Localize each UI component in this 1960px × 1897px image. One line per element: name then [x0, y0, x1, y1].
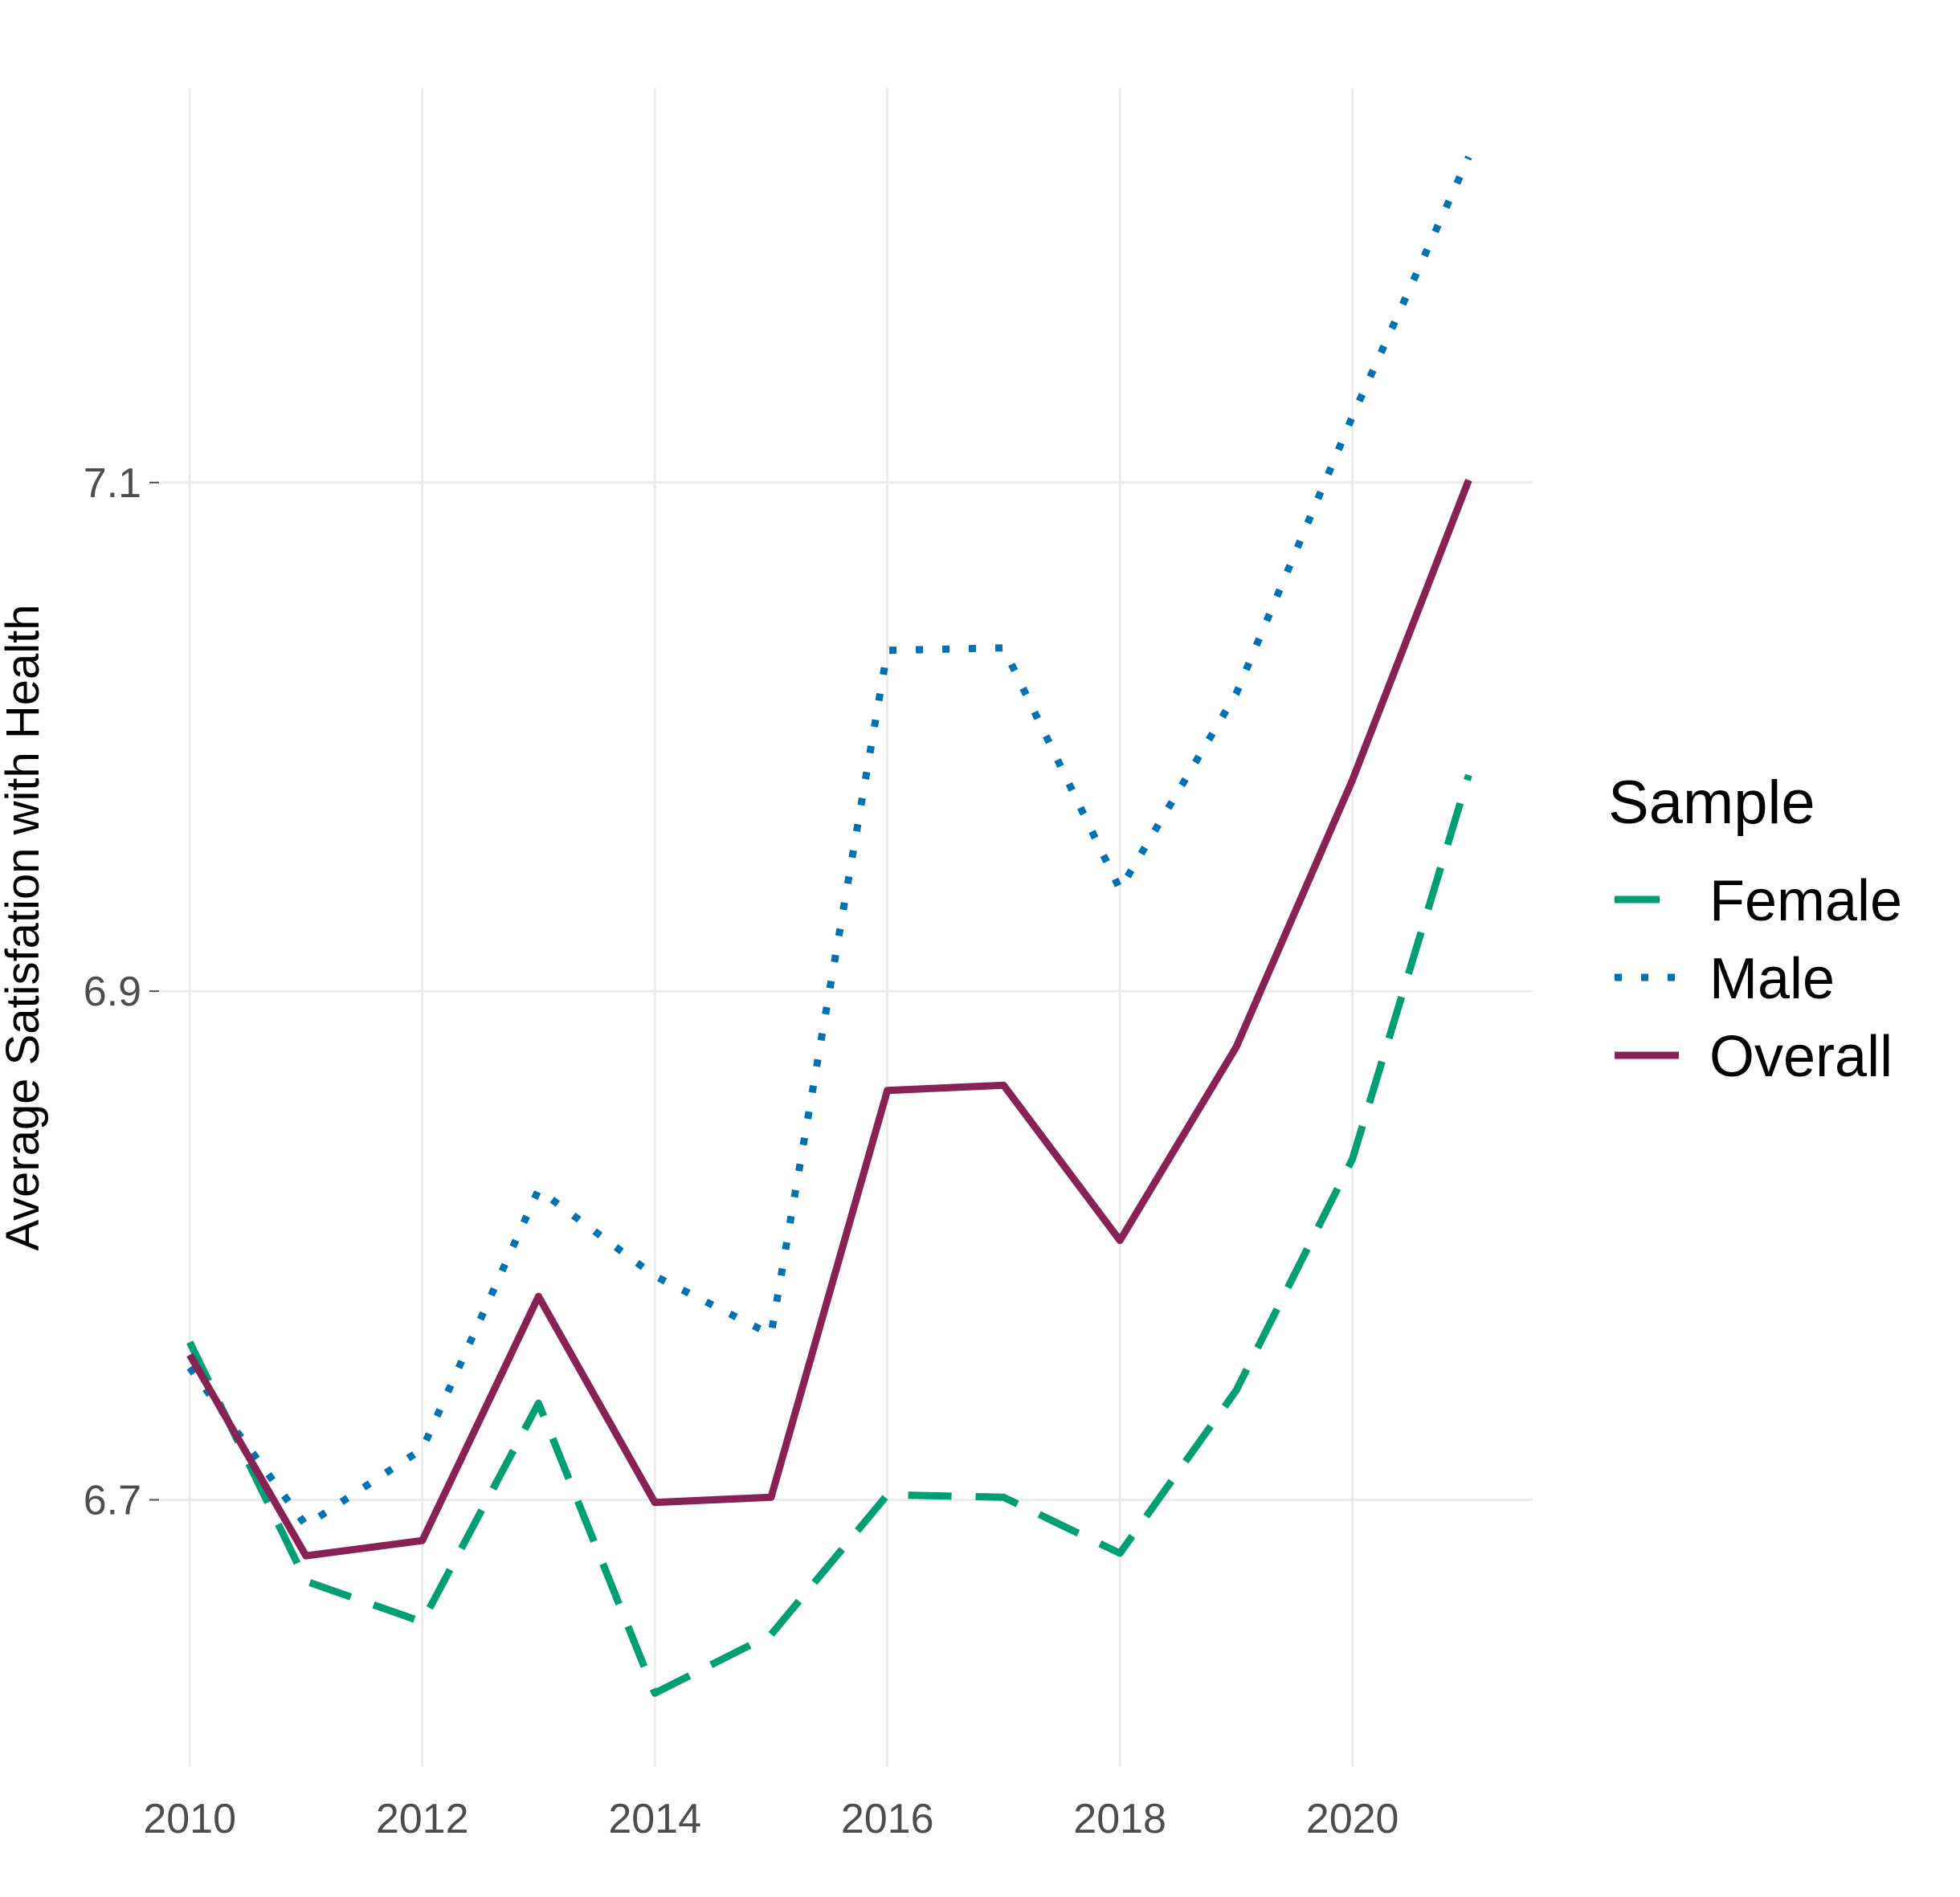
x-tick-label: 2018 [1073, 1796, 1166, 1842]
y-axis-ticks: 6.7 6.9 7.1 [84, 460, 159, 1524]
vertical-gridlines [188, 88, 1354, 1767]
legend-items: Female Male Overall [1615, 869, 1902, 1089]
series-line-male [186, 155, 1472, 1529]
legend-label-male: Male [1709, 947, 1835, 1011]
series-lines [186, 155, 1472, 1697]
series-line-overall [186, 479, 1472, 1560]
legend-label-female: Female [1709, 869, 1902, 933]
y-tick-label: 6.9 [84, 969, 141, 1015]
x-tick-label: 2010 [143, 1796, 236, 1842]
series-line-female [186, 773, 1472, 1697]
legend-title: Sample [1608, 769, 1815, 837]
x-axis-ticks: 2010 2012 2014 2016 2018 2020 [143, 1796, 1399, 1842]
y-tick-label: 6.7 [84, 1478, 141, 1524]
horizontal-gridlines [161, 481, 1533, 1501]
y-axis-title: Average Satisfation with Health [0, 605, 49, 1251]
y-tick-label: 7.1 [84, 460, 141, 507]
x-tick-label: 2014 [608, 1796, 701, 1842]
x-tick-label: 2012 [376, 1796, 469, 1842]
legend-label-overall: Overall [1709, 1025, 1893, 1089]
x-tick-label: 2016 [841, 1796, 934, 1842]
x-tick-label: 2020 [1306, 1796, 1399, 1842]
legend: Sample Female Male Overall [1608, 769, 1902, 1089]
